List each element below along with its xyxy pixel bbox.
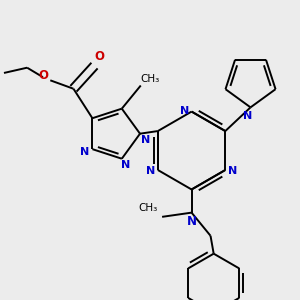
Text: N: N: [146, 166, 155, 176]
Text: O: O: [95, 50, 105, 63]
Text: N: N: [228, 166, 237, 176]
Text: N: N: [80, 147, 90, 157]
Text: N: N: [243, 111, 252, 121]
Text: CH₃: CH₃: [139, 203, 158, 213]
Text: N: N: [141, 135, 150, 145]
Text: N: N: [180, 106, 189, 116]
Text: CH₃: CH₃: [141, 74, 160, 84]
Text: N: N: [122, 160, 131, 170]
Text: O: O: [38, 69, 48, 82]
Text: N: N: [187, 214, 196, 228]
